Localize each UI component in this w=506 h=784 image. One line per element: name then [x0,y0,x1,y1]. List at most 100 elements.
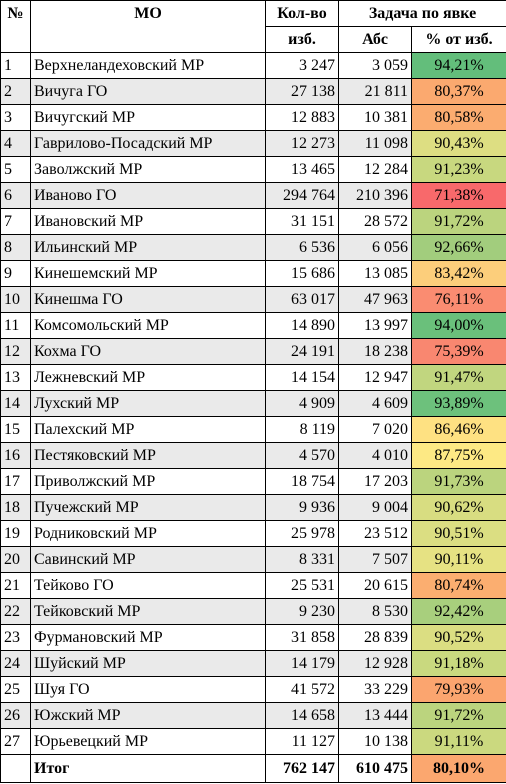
table-row: 6 Иваново ГО 294 764 210 396 71,38% [0,182,506,209]
row-pct: 91,23% [410,156,506,183]
row-abs: 3 059 [338,52,412,79]
row-pct: 87,75% [410,442,506,469]
total-label: Итог [30,754,266,783]
row-abs: 13 444 [338,702,412,729]
row-number: 3 [0,104,31,131]
row-pct: 83,42% [410,260,506,287]
table-row: 12 Кохма ГО 24 191 18 238 75,39% [0,338,506,365]
row-number: 4 [0,130,31,157]
table-row: 7 Ивановский МР 31 151 28 572 91,72% [0,208,506,235]
table-row: 22 Тейковский МР 9 230 8 530 92,42% [0,598,506,625]
row-number: 2 [0,78,31,105]
row-pct: 90,11% [410,546,506,573]
row-voters: 4 909 [265,390,339,417]
row-pct: 91,72% [410,702,506,729]
row-pct: 79,93% [410,676,506,703]
table-row: 8 Ильинский МР 6 536 6 056 92,66% [0,234,506,261]
table-row: 4 Гаврилово-Посадский МР 12 273 11 098 90,43… [0,130,506,157]
row-number: 9 [0,260,31,287]
row-voters: 8 119 [265,416,339,443]
table-row: 25 Шуя ГО 41 572 33 229 79,93% [0,676,506,703]
row-abs: 47 963 [338,286,412,313]
row-pct: 92,42% [410,598,506,625]
header-mo: МО [30,0,266,53]
row-mo-name: Лежневский МР [30,364,266,391]
row-mo-name: Пестяковский МР [30,442,266,469]
row-mo-name: Лухский МР [30,390,266,417]
row-voters: 14 154 [265,364,339,391]
table-row: 27 Юрьевецкий МР 11 127 10 138 91,11% [0,728,506,755]
row-voters: 12 273 [265,130,339,157]
row-mo-name: Кинешемский МР [30,260,266,287]
table-row: 10 Кинешма ГО 63 017 47 963 76,11% [0,286,506,313]
row-mo-name: Савинский МР [30,546,266,573]
row-pct: 90,52% [410,624,506,651]
row-mo-name: Вичугский МР [30,104,266,131]
table-row: 9 Кинешемский МР 15 686 13 085 83,42% [0,260,506,287]
row-voters: 31 151 [265,208,339,235]
row-mo-name: Тейково ГО [30,572,266,599]
row-voters: 13 465 [265,156,339,183]
row-number: 21 [0,572,31,599]
table-row: 19 Родниковский МР 25 978 23 512 90,51% [0,520,506,547]
row-pct: 92,66% [410,234,506,261]
row-pct: 91,11% [410,728,506,755]
header-abs: Абс [338,26,412,53]
header-pct: % от изб. [410,26,506,53]
row-voters: 14 658 [265,702,339,729]
row-abs: 12 947 [338,364,412,391]
row-number: 18 [0,494,31,521]
row-mo-name: Фурмановский МР [30,624,266,651]
row-voters: 3 247 [265,52,339,79]
row-mo-name: Кинешма ГО [30,286,266,313]
row-pct: 76,11% [410,286,506,313]
row-mo-name: Приволжский МР [30,468,266,495]
header-row-1: № МО Кол-во Задача по явке [0,0,506,53]
row-pct: 91,47% [410,364,506,391]
header-voters-line2: изб. [265,26,339,53]
row-voters: 11 127 [265,728,339,755]
row-voters: 25 978 [265,520,339,547]
header-voters-line1: Кол-во [265,0,339,27]
row-pct: 93,89% [410,390,506,417]
row-abs: 28 839 [338,624,412,651]
row-abs: 28 572 [338,208,412,235]
table-row: 15 Палехский МР 8 119 7 020 86,46% [0,416,506,443]
row-abs: 4 609 [338,390,412,417]
row-abs: 12 284 [338,156,412,183]
row-voters: 24 191 [265,338,339,365]
row-pct: 86,46% [410,416,506,443]
table-row: 3 Вичугский МР 12 883 10 381 80,58% [0,104,506,131]
total-voters: 762 147 [265,754,339,783]
row-mo-name: Юрьевецкий МР [30,728,266,755]
row-pct: 91,18% [410,650,506,677]
row-abs: 17 203 [338,468,412,495]
row-voters: 14 890 [265,312,339,339]
row-abs: 23 512 [338,520,412,547]
row-voters: 15 686 [265,260,339,287]
row-pct: 80,37% [410,78,506,105]
row-mo-name: Ивановский МР [30,208,266,235]
row-number: 25 [0,676,31,703]
row-abs: 18 238 [338,338,412,365]
row-abs: 20 615 [338,572,412,599]
row-voters: 6 536 [265,234,339,261]
row-number: 15 [0,416,31,443]
row-mo-name: Палехский МР [30,416,266,443]
row-abs: 21 811 [338,78,412,105]
row-number: 19 [0,520,31,547]
row-number: 26 [0,702,31,729]
table-row: 1 Верхнеландеховский МР 3 247 3 059 94,21% [0,52,506,79]
row-abs: 13 085 [338,260,412,287]
row-number: 5 [0,156,31,183]
row-mo-name: Родниковский МР [30,520,266,547]
total-pct: 80,10% [410,754,506,783]
row-pct: 91,72% [410,208,506,235]
row-abs: 210 396 [338,182,412,209]
row-abs: 6 056 [338,234,412,261]
table-row: 18 Пучежский МР 9 936 9 004 90,62% [0,494,506,521]
row-pct: 94,21% [410,52,506,79]
row-abs: 33 229 [338,676,412,703]
row-voters: 41 572 [265,676,339,703]
